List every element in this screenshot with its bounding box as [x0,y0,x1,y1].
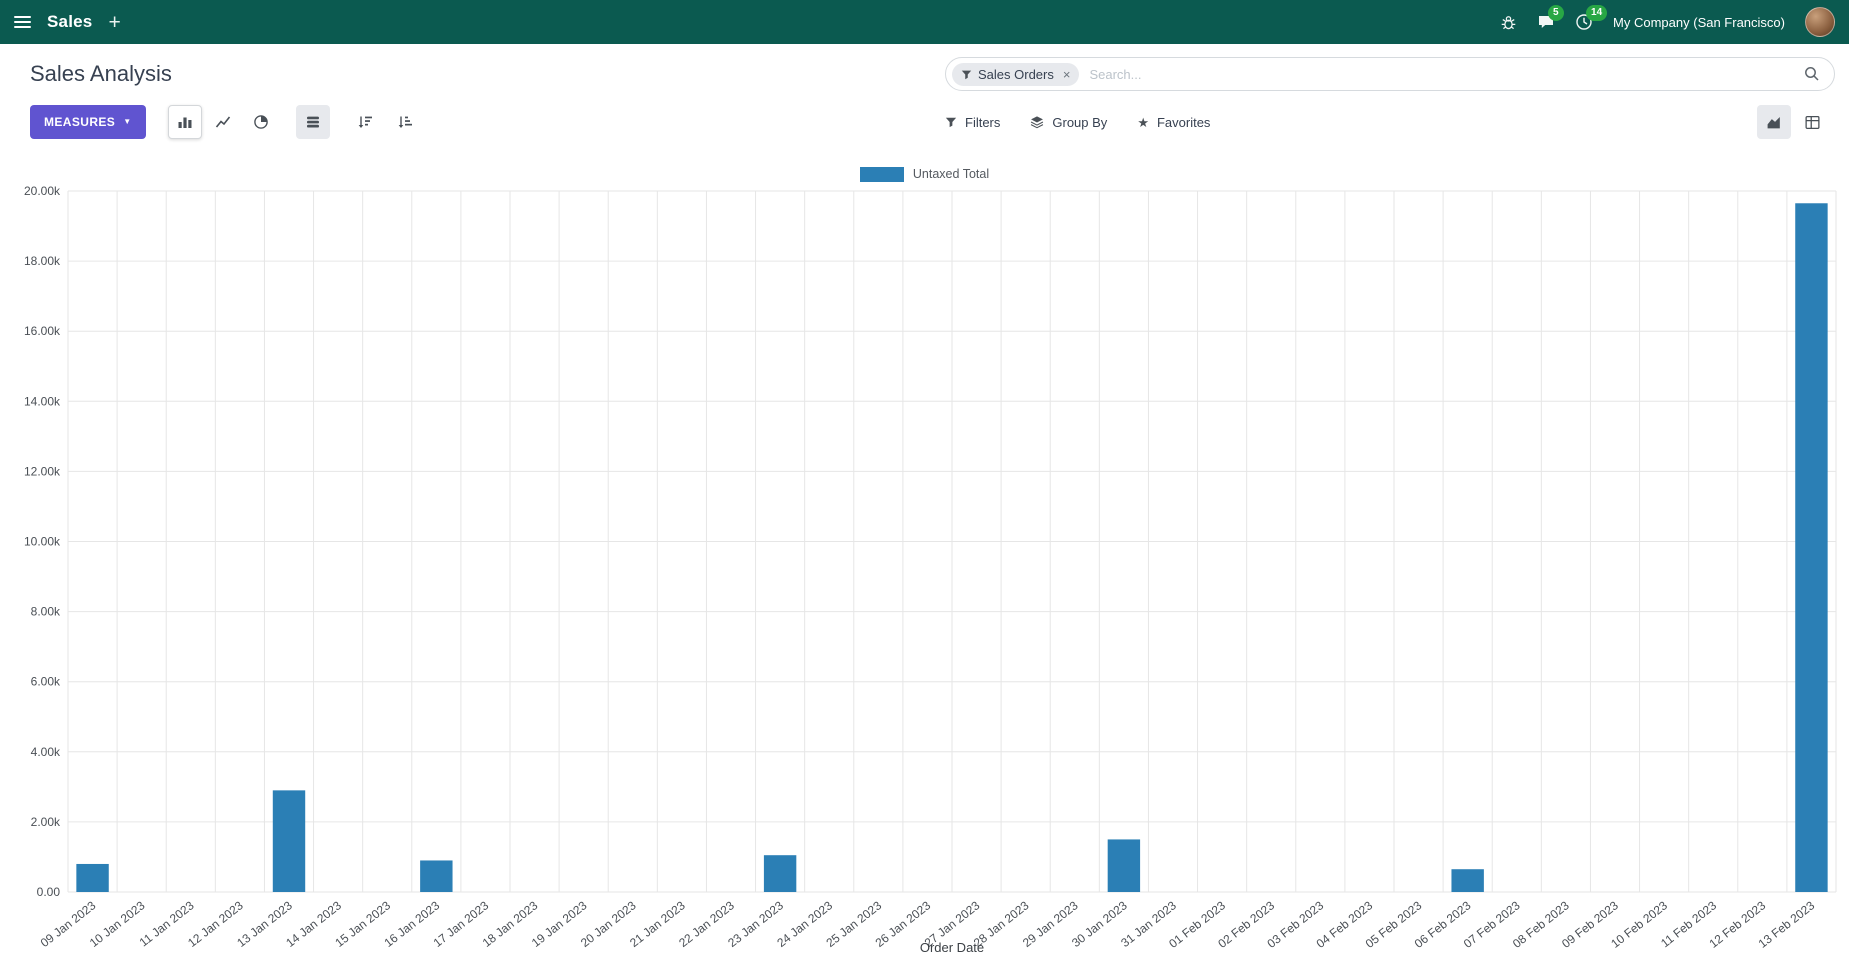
user-avatar[interactable] [1805,7,1835,37]
line-chart-button[interactable] [206,105,240,139]
measures-label: Measures [44,115,116,129]
chart-bar[interactable] [1795,203,1828,892]
chart-bar[interactable] [1451,869,1484,892]
chart-bar[interactable] [1107,839,1141,892]
bug-icon [1501,15,1516,29]
plus-icon: + [108,10,121,34]
stacked-toggle-button[interactable] [295,105,330,139]
search-icon [1805,67,1819,81]
favorites-label: Favorites [1156,114,1211,130]
chart-legend[interactable]: Untaxed Total [0,164,1849,184]
star-icon: ★ [1137,114,1149,130]
pie-chart-icon [253,115,268,129]
stacked-toggle-wrap [295,105,330,139]
chart-bar[interactable] [272,790,306,892]
apps-menu-button[interactable] [14,13,31,31]
clock-icon [1576,14,1592,30]
hamburger-menu-icon [14,13,31,31]
filters-funnel-icon [945,116,957,128]
facet-close-icon[interactable]: × [1062,66,1071,82]
y-axis-tick-label: 6.00k [31,675,61,689]
y-axis-tick-label: 8.00k [31,605,61,619]
search-options: Filters Group By ★ Favorites [945,115,1210,130]
legend-label: Untaxed Total [912,167,990,181]
filter-funnel-icon [961,69,972,80]
y-axis-tick-label: 0.00 [37,885,61,899]
chart-bar[interactable] [420,860,453,892]
sales-analysis-chart: 0.00 2.00k 4.00k 6.00k 8.00k 10.00k 12.00k 14.0… [24,184,1837,955]
pivot-table-icon [1804,115,1820,129]
filters-button[interactable]: Filters [945,115,1000,130]
y-axis-tick-label: 10.00k [24,535,61,549]
measures-button[interactable]: Measures ▼ [30,105,146,139]
sort-group [348,105,422,139]
legend-swatch [859,166,904,182]
sort-ascending-icon [398,116,412,128]
layers-icon [1030,115,1044,129]
search-submit-button[interactable] [1796,66,1828,82]
y-axis-tick-label: 14.00k [24,394,61,408]
sort-descending-button[interactable] [348,105,382,139]
graph-view-button[interactable] [1757,105,1791,139]
chart-type-group [167,105,278,139]
control-panel-row-tools: Measures ▼ [30,98,1835,146]
company-switcher[interactable]: My Company (San Francisco) [1613,14,1785,30]
bar-chart-icon [178,117,192,128]
navbar-left: Sales + [14,12,121,33]
messages-button[interactable]: 5 [1537,5,1564,31]
chat-bubble-icon [1539,16,1554,28]
bar-chart-button[interactable] [167,105,202,139]
control-panel: Sales Analysis Sales Orders × Measures ▼ [0,44,1849,152]
search-facet-label: Sales Orders [978,66,1054,82]
app-name[interactable]: Sales [47,12,93,31]
stacked-icon [306,116,319,128]
x-axis-title: Order Date [920,940,984,955]
page-title: Sales Analysis [30,61,172,86]
search-facet-sales-orders[interactable]: Sales Orders × [952,62,1080,86]
y-axis-tick-label: 18.00k [24,254,61,268]
control-panel-row-top: Sales Analysis Sales Orders × [30,54,1835,94]
search-input[interactable] [1079,66,1796,82]
activities-button[interactable]: 14 [1575,5,1608,31]
view-switcher [1757,105,1829,139]
y-axis-tick-label: 12.00k [24,464,61,478]
filters-label: Filters [965,114,1001,130]
y-axis-tick-label: 4.00k [31,745,61,759]
navbar-right: 5 14 My Company (San Francisco) [1500,5,1835,37]
group-by-button[interactable]: Group By [1030,115,1107,130]
activities-badge: 14 [1586,5,1608,21]
area-chart-icon [1767,116,1780,128]
pie-chart-button[interactable] [244,105,278,139]
y-axis-tick-label: 16.00k [24,324,61,338]
pivot-view-button[interactable] [1795,105,1829,139]
sort-descending-icon [358,116,372,128]
chart-bar[interactable] [763,855,797,892]
group-by-label: Group By [1052,114,1108,130]
caret-down-icon: ▼ [123,117,132,126]
line-chart-icon [215,116,230,128]
chart-bar[interactable] [76,863,109,892]
y-axis-tick-label: 2.00k [31,815,61,829]
debug-button[interactable] [1500,14,1517,31]
new-window-button[interactable]: + [108,12,120,33]
messages-badge: 5 [1548,5,1564,21]
y-axis-tick-label: 20.00k [24,184,61,198]
search-bar[interactable]: Sales Orders × [945,57,1835,91]
top-navbar: Sales + 5 14 My Company (San Francisco) [0,0,1849,44]
graph-toolbar: Measures ▼ [30,105,422,139]
sort-ascending-button[interactable] [388,105,422,139]
favorites-button[interactable]: ★ Favorites [1137,115,1210,130]
